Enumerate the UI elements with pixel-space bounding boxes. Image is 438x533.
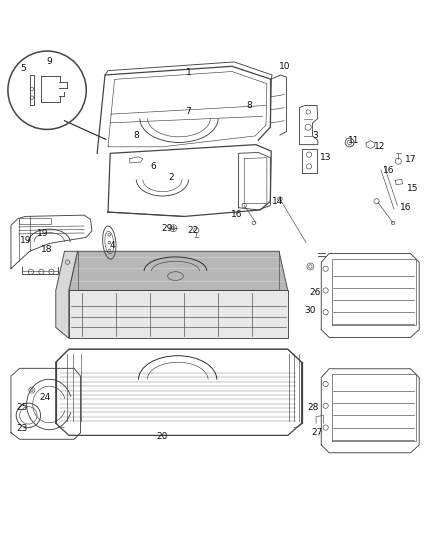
Text: 6: 6 xyxy=(151,162,157,171)
Bar xyxy=(19,218,51,224)
Text: 8: 8 xyxy=(247,101,252,110)
Text: 16: 16 xyxy=(231,210,242,219)
Text: 12: 12 xyxy=(374,142,386,151)
Polygon shape xyxy=(56,251,78,338)
Text: 10: 10 xyxy=(279,62,290,71)
Text: 16: 16 xyxy=(383,166,395,175)
Text: 16: 16 xyxy=(400,203,412,212)
Text: 22: 22 xyxy=(187,226,198,235)
Text: 1: 1 xyxy=(186,68,191,77)
Text: 15: 15 xyxy=(407,184,418,192)
Text: 11: 11 xyxy=(348,136,360,145)
Text: 23: 23 xyxy=(17,424,28,433)
Text: 18: 18 xyxy=(41,245,53,254)
Text: 30: 30 xyxy=(305,305,316,314)
Text: 4: 4 xyxy=(110,241,115,250)
Text: 13: 13 xyxy=(320,153,332,162)
Text: 2: 2 xyxy=(168,173,174,182)
Text: 20: 20 xyxy=(157,432,168,441)
Text: 27: 27 xyxy=(311,428,323,437)
Text: 5: 5 xyxy=(20,64,26,73)
Text: 26: 26 xyxy=(309,288,321,297)
Polygon shape xyxy=(69,290,288,338)
Polygon shape xyxy=(69,251,288,290)
Text: 8: 8 xyxy=(134,132,139,140)
Text: 19: 19 xyxy=(37,229,49,238)
Text: 7: 7 xyxy=(186,108,191,117)
Text: 24: 24 xyxy=(39,393,50,401)
Text: 9: 9 xyxy=(46,58,52,67)
Text: 28: 28 xyxy=(307,403,318,413)
Text: 25: 25 xyxy=(17,403,28,413)
Text: 14: 14 xyxy=(272,197,283,206)
Text: 3: 3 xyxy=(312,132,318,140)
Text: 19: 19 xyxy=(20,236,31,245)
Text: 17: 17 xyxy=(405,156,416,164)
Text: 29: 29 xyxy=(161,224,173,233)
